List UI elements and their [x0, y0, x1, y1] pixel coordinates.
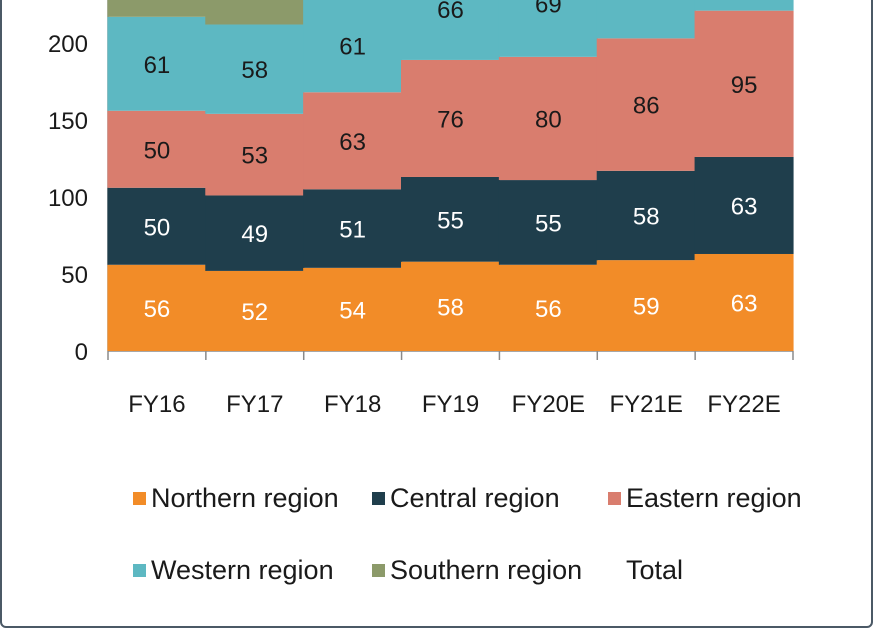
- data-label: 95: [731, 72, 758, 99]
- legend-item: Southern region: [372, 555, 582, 586]
- bar-segment: [694, 156, 794, 254]
- legend-item: Central region: [372, 483, 560, 514]
- data-label: 76: [437, 106, 464, 133]
- data-label: 86: [633, 93, 660, 120]
- data-label: 59: [633, 294, 660, 321]
- bar-segment: [107, 110, 207, 188]
- bar-segment: [401, 0, 500, 60]
- x-tick-label: FY21E: [610, 391, 683, 418]
- y-tick-label: 0: [75, 339, 88, 366]
- y-tick-label: 100: [48, 185, 88, 212]
- bar-segment: [596, 0, 696, 39]
- legend-label: Total: [626, 555, 684, 585]
- data-label: 56: [144, 296, 171, 323]
- legend-label: Eastern region: [626, 483, 802, 513]
- data-label: 63: [731, 193, 758, 220]
- bar-segment: [596, 38, 696, 171]
- x-tick-label: FY19: [422, 391, 479, 418]
- bar-segment: [694, 0, 794, 11]
- legend-label: Central region: [390, 483, 560, 513]
- bar-segment: [401, 59, 500, 177]
- bar-segment: [107, 264, 207, 351]
- data-label: 53: [241, 143, 268, 170]
- bar-segment: [498, 0, 598, 57]
- bar-segment: [107, 0, 207, 17]
- legend-label: Western region: [151, 555, 334, 585]
- bar-segment: [107, 187, 207, 265]
- bar-segment: [596, 170, 696, 261]
- bar-segment: [205, 270, 305, 351]
- x-tick-label: FY16: [128, 391, 185, 418]
- legend-swatch: [133, 564, 146, 577]
- bar-segment: [205, 0, 305, 25]
- legend-item: Total: [608, 555, 683, 586]
- data-label: 58: [241, 57, 268, 84]
- legend-swatch: [608, 492, 621, 505]
- legend-item: Northern region: [133, 483, 339, 514]
- bar-segment: [498, 56, 598, 181]
- data-label: 58: [633, 203, 660, 230]
- legend-item: Eastern region: [608, 483, 802, 514]
- bar-segment: [205, 195, 305, 271]
- bar-segment: [694, 253, 794, 351]
- data-label: 61: [144, 52, 171, 79]
- data-label: 50: [144, 214, 171, 241]
- x-tick-label: FY20E: [512, 391, 585, 418]
- x-tick-label: FY18: [324, 391, 381, 418]
- data-label: 63: [731, 290, 758, 317]
- bar-segment: [205, 24, 305, 114]
- legend-swatch: [372, 564, 385, 577]
- data-label: 50: [144, 137, 171, 164]
- data-label: 56: [535, 296, 562, 323]
- bar-segment: [303, 92, 403, 190]
- data-label: 52: [241, 299, 268, 326]
- legend-label: Southern region: [390, 555, 583, 585]
- chart-legend: Northern region Central region Eastern reg…: [0, 470, 880, 610]
- x-tick-label: FY22E: [707, 391, 780, 418]
- bar-segment: [107, 16, 207, 111]
- legend-swatch: [133, 492, 146, 505]
- data-label: 63: [339, 129, 366, 156]
- data-label: 58: [437, 294, 464, 321]
- bar-segment: [694, 10, 794, 157]
- bar-segment: [303, 0, 403, 93]
- data-label: 54: [339, 297, 366, 324]
- legend-item: Western region: [133, 555, 334, 586]
- data-label: 55: [535, 210, 562, 237]
- legend-swatch: [608, 564, 621, 577]
- data-label: 80: [535, 106, 562, 133]
- legend-label: Northern region: [151, 483, 339, 513]
- data-label: 61: [339, 33, 366, 60]
- data-label: 49: [241, 221, 268, 248]
- x-tick-label: FY17: [226, 391, 283, 418]
- bar-segment: [303, 189, 403, 268]
- bar-segment: [596, 260, 696, 351]
- data-label: 69: [535, 0, 562, 19]
- data-label: 66: [437, 0, 464, 24]
- data-label: 55: [437, 207, 464, 234]
- stacked-bar-chart: 0 50 100 150 200 FY16 FY17 FY18 FY19 FY20E FY21E FY…: [48, 0, 794, 418]
- y-tick-label: 200: [48, 31, 88, 58]
- bar-segment: [205, 113, 305, 196]
- bar-segment: [303, 267, 403, 351]
- bar-segment: [498, 264, 598, 351]
- y-tick-label: 150: [48, 108, 88, 135]
- bar-segment: [401, 176, 500, 262]
- bar-segment: [401, 261, 500, 351]
- data-label: 51: [339, 217, 366, 244]
- legend-swatch: [372, 492, 385, 505]
- bar-segment: [498, 180, 598, 265]
- y-tick-label: 50: [61, 262, 88, 289]
